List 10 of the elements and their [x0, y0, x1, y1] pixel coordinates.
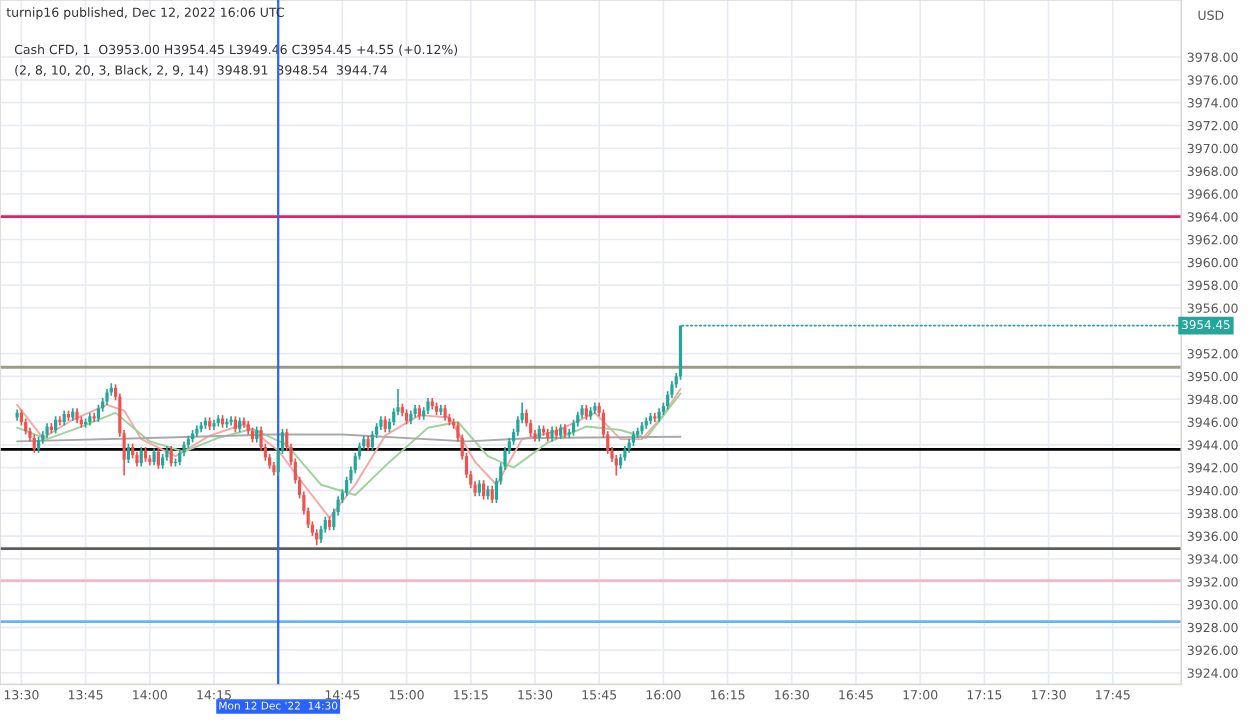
candlestick [139, 446, 143, 468]
line-series [16, 387, 682, 519]
candlestick [242, 416, 246, 429]
candlestick [370, 430, 374, 452]
candlestick [482, 479, 486, 501]
line-series [16, 392, 682, 496]
candlestick [614, 454, 618, 477]
candlestick [169, 445, 173, 468]
candlestick [58, 415, 62, 427]
candlestick [126, 442, 130, 464]
